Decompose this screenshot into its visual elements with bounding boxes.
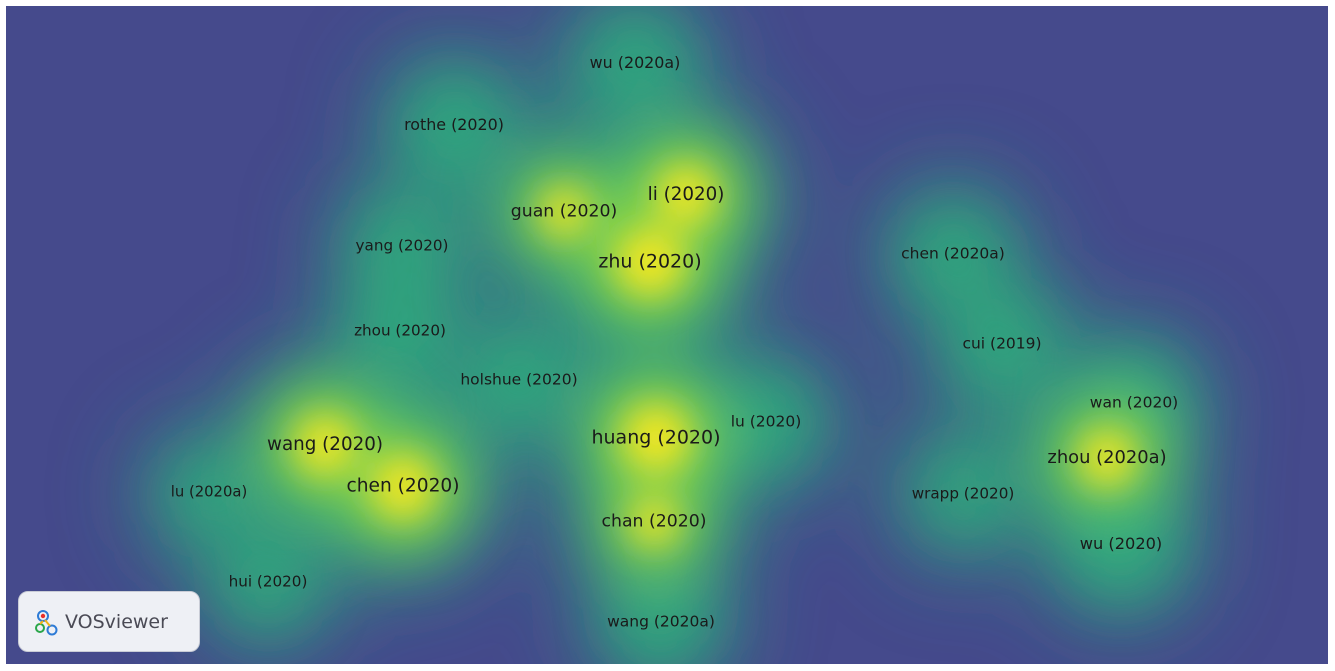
density-core-rothe-2020 — [404, 75, 504, 175]
node-label-wu-2020[interactable]: wu (2020) — [1079, 533, 1163, 553]
node-label-lu-2020[interactable]: lu (2020) — [730, 412, 802, 431]
density-core-lu-2020 — [718, 374, 814, 470]
density-heatmap — [6, 6, 1328, 664]
density-hotspot-wang-2020 — [294, 414, 356, 476]
node-label-wang-2020[interactable]: wang (2020) — [267, 433, 383, 455]
density-core-lu-2020a — [166, 450, 252, 536]
vosviewer-logo-text: VOSviewer — [65, 610, 168, 633]
node-label-zhou-2020a[interactable]: zhou (2020a) — [1047, 447, 1167, 469]
node-label-li-2020[interactable]: li (2020) — [647, 183, 725, 205]
density-hotspot-chan-2020 — [628, 496, 680, 548]
density-core-cui-2019 — [954, 296, 1050, 392]
density-core-wu-2020 — [1069, 492, 1173, 596]
density-hotspot-zhu-2020 — [616, 228, 684, 296]
density-hotspot-li-2020 — [655, 164, 717, 226]
node-label-rothe-2020[interactable]: rothe (2020) — [404, 115, 504, 135]
node-label-chen-2020[interactable]: chen (2020) — [346, 475, 460, 497]
node-label-chen-2020a[interactable]: chen (2020a) — [901, 244, 1005, 263]
node-label-cui-2019[interactable]: cui (2019) — [962, 334, 1042, 353]
density-core-yang-2020 — [356, 200, 448, 292]
node-label-wan-2020[interactable]: wan (2020) — [1089, 393, 1179, 412]
node-label-holshue-2020[interactable]: holshue (2020) — [460, 370, 578, 389]
node-label-yang-2020[interactable]: yang (2020) — [355, 236, 449, 255]
density-core-holshue-2020 — [471, 332, 567, 428]
node-label-wrapp-2020[interactable]: wrapp (2020) — [911, 484, 1015, 503]
density-map[interactable]: wu (2020a) rothe (2020) li (2020) guan (202… — [6, 6, 1328, 664]
density-core-wu-2020a — [585, 13, 685, 113]
node-label-lu-2020a[interactable]: lu (2020a) — [170, 483, 248, 501]
density-core-wang-2020a — [613, 574, 709, 664]
density-core-chen-2020a — [905, 206, 1001, 302]
node-label-guan-2020[interactable]: guan (2020) — [510, 201, 618, 222]
density-core-zhou-2020 — [354, 285, 446, 377]
node-label-zhou-2020[interactable]: zhou (2020) — [354, 321, 446, 340]
vosviewer-logo: VOSviewer — [18, 591, 200, 652]
node-label-huang-2020[interactable]: huang (2020) — [591, 426, 721, 449]
node-label-chan-2020[interactable]: chan (2020) — [601, 511, 707, 532]
density-hotspot-chen-2020 — [370, 454, 436, 520]
density-hotspot-huang-2020 — [622, 404, 690, 472]
node-label-wang-2020a[interactable]: wang (2020a) — [607, 612, 715, 631]
density-core-wrapp-2020 — [917, 448, 1009, 540]
node-label-hui-2020[interactable]: hui (2020) — [228, 572, 308, 591]
density-hotspot-guan-2020 — [538, 186, 590, 238]
node-label-zhu-2020[interactable]: zhu (2020) — [598, 250, 702, 273]
density-core-hui-2020 — [222, 536, 314, 628]
node-label-wu-2020a[interactable]: wu (2020a) — [589, 53, 681, 73]
density-hotspot-zhou-2020a — [1078, 429, 1136, 487]
vosviewer-logo-icon — [35, 609, 58, 635]
